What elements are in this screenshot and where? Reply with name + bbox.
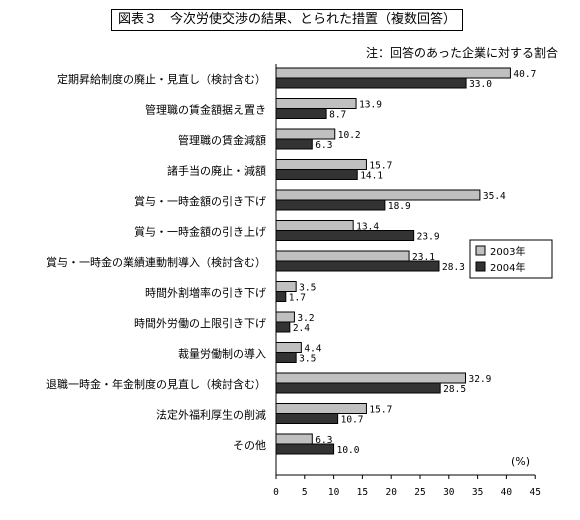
x-tick-label: 10 [328, 487, 340, 498]
value-label-2003: 15.7 [369, 405, 392, 416]
unit-label: (%) [511, 455, 530, 468]
bar-2004 [275, 413, 339, 424]
category-label: 賞与・一時金の業績連動制導入（検討含む） [46, 255, 266, 269]
bar-2004 [275, 230, 415, 241]
bar-2003 [275, 403, 367, 414]
x-tick-label: 35 [472, 487, 483, 498]
value-label-2004: 2.4 [293, 323, 310, 334]
bar-2004 [275, 199, 386, 211]
category-label: 管理職の賃金額据え置き [145, 103, 266, 117]
chart-note: 注：回答のあった企業に対する割合 [365, 46, 558, 60]
bar-2003 [275, 281, 297, 292]
category-label: 管理職の賃金減額 [178, 133, 266, 147]
bar-2003 [275, 98, 357, 109]
bar-2003 [275, 372, 467, 384]
legend-label: 2003年 [490, 245, 525, 258]
value-label-2004: 10.7 [341, 415, 364, 426]
legend-label: 2004年 [490, 261, 525, 274]
legend-box [469, 239, 553, 279]
bar-2004 [275, 77, 467, 89]
bar-2004 [275, 108, 327, 119]
value-label-2004: 1.7 [289, 293, 306, 304]
value-label-2003: 3.5 [299, 283, 316, 294]
bar-2003 [275, 128, 336, 140]
value-label-2004: 18.9 [388, 201, 411, 212]
x-tick-label: 20 [385, 487, 397, 498]
value-label-2003: 4.4 [304, 344, 321, 355]
value-label-2003: 3.2 [297, 313, 314, 324]
value-label-2003: 35.4 [483, 191, 506, 202]
category-label: 法定外福利厚生の削減 [156, 408, 266, 422]
category-label: 賞与・一時金額の引き上げ [134, 225, 266, 239]
x-tick-label: 30 [443, 487, 455, 498]
bar-2004 [275, 138, 313, 150]
value-label-2004: 8.7 [329, 110, 346, 121]
bar-2004 [275, 382, 441, 394]
bar-2003 [275, 67, 511, 79]
bar-2003 [275, 342, 302, 353]
value-label-2004: 6.3 [315, 140, 332, 151]
legend-swatch [475, 261, 486, 272]
bar-2003 [275, 250, 410, 262]
category-label: 退職一時金・年金制度の見直し（検討含む） [46, 377, 266, 391]
x-tick-label: 45 [529, 487, 540, 498]
value-label-2003: 15.7 [369, 161, 392, 172]
category-label: 諸手当の廃止・減額 [167, 164, 266, 178]
bar-2003 [275, 311, 295, 323]
bar-2003 [275, 433, 313, 445]
bar-2003 [275, 220, 354, 231]
value-label-2003: 10.2 [338, 130, 361, 141]
value-label-2003: 23.1 [412, 252, 435, 263]
x-tick-label: 0 [273, 487, 279, 498]
bar-2004 [275, 321, 291, 333]
category-label: 時間外労働の上限引き下げ [134, 316, 266, 330]
value-label-2003: 40.7 [513, 69, 536, 80]
bar-2004 [275, 260, 440, 272]
bar-2003 [275, 159, 367, 170]
value-label-2004: 28.3 [442, 262, 465, 273]
bar-2003 [275, 189, 481, 201]
value-label-2003: 13.4 [356, 222, 379, 233]
x-tick-label: 40 [501, 487, 513, 498]
x-tick-label: 25 [414, 487, 425, 498]
bar-2004 [275, 291, 287, 302]
value-label-2004: 14.1 [360, 171, 383, 182]
x-tick-label: 5 [302, 487, 308, 498]
value-label-2004: 28.5 [443, 384, 466, 395]
legend-swatch [475, 245, 486, 256]
category-label: 時間外割増率の引き下げ [145, 286, 266, 300]
bar-2004 [275, 352, 297, 363]
value-label-2003: 13.9 [359, 100, 382, 111]
category-label: 賞与・一時金額の引き下げ [134, 194, 266, 208]
value-label-2004: 10.0 [337, 445, 360, 456]
category-label: 定期昇給制度の廃止・見直し（検討含む） [57, 72, 266, 86]
chart-title: 図表３ 今次労使交渉の結果、とられた措置（複数回答） [111, 9, 464, 31]
value-label-2004: 33.0 [469, 79, 492, 90]
category-label: その他 [233, 439, 266, 452]
category-label: 裁量労働制の導入 [178, 347, 266, 361]
x-tick-label: 15 [357, 487, 368, 498]
value-label-2004: 3.5 [299, 354, 316, 365]
bar-2004 [275, 169, 358, 180]
bar-2004 [275, 443, 335, 455]
value-label-2004: 23.9 [417, 232, 440, 243]
value-label-2003: 6.3 [315, 435, 332, 446]
value-label-2003: 32.9 [469, 374, 492, 385]
